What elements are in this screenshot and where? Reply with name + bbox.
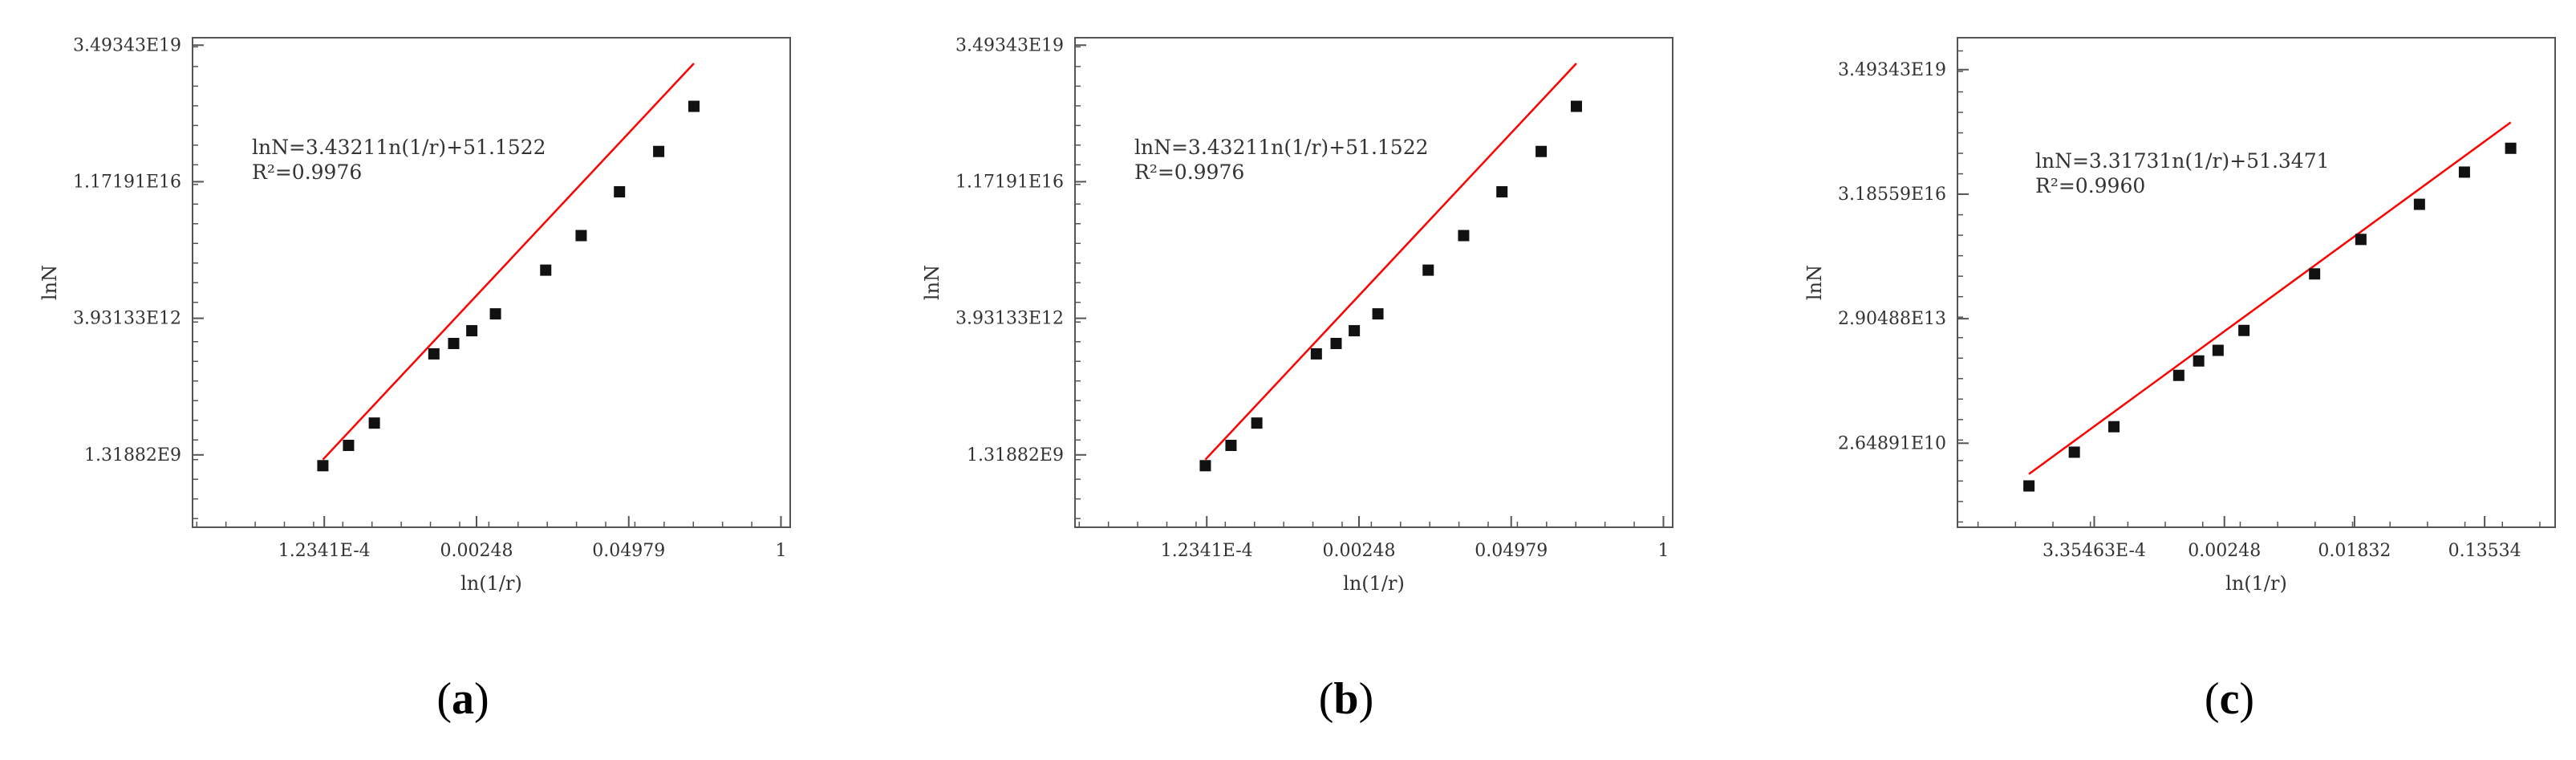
y-tick-label: 2.90488E13 [1838, 309, 1946, 329]
data-point [653, 145, 665, 157]
r-squared-label: R²=0.9976 [1134, 161, 1244, 184]
data-point [489, 308, 501, 320]
x-tick-label: 0.04979 [592, 541, 665, 561]
chart-panel-b: 1.31882E9 3.93133E12 1.17191E16 3.49343E19 1… [921, 35, 1673, 595]
y-axis-title: lnN [921, 265, 943, 300]
y-tick-label: 2.64891E10 [1838, 433, 1946, 453]
data-point [2193, 355, 2205, 367]
fit-line [322, 63, 695, 461]
data-point [2238, 324, 2250, 336]
x-tick-label: 0.00248 [2188, 541, 2261, 561]
fit-line [2028, 121, 2512, 475]
data-point [2068, 446, 2080, 458]
data-point [575, 230, 587, 242]
data-point [2309, 268, 2321, 280]
x-tick-label: 0.01832 [2318, 541, 2391, 561]
fit-equation: lnN=3.43211n(1/r)+51.1522 [1134, 136, 1429, 159]
y-tick-label: 3.49343E19 [955, 35, 1064, 55]
data-point [1422, 264, 1434, 276]
data-point [1535, 145, 1548, 157]
y-tick-label: 3.49343E19 [1838, 60, 1946, 80]
data-point [1330, 337, 1342, 349]
x-tick-label: 0.04979 [1475, 541, 1548, 561]
x-axis-title: ln(1/r) [1343, 572, 1405, 595]
data-point [1310, 347, 1322, 360]
r-squared-label: R²=0.9976 [252, 161, 362, 184]
y-tick-label: 1.17191E16 [955, 172, 1064, 192]
y-tick-label: 3.49343E19 [73, 35, 181, 55]
data-point [2023, 480, 2035, 492]
panel-caption-c: (c) [2205, 674, 2254, 724]
data-point [428, 347, 440, 360]
data-point [688, 100, 700, 112]
fit-line [1204, 63, 1577, 461]
data-point [2413, 198, 2425, 210]
y-tick-label: 1.31882E9 [84, 445, 181, 465]
y-axis-title: lnN [39, 265, 61, 300]
data-point [2172, 369, 2185, 381]
data-point [448, 337, 460, 349]
data-point [1225, 439, 1237, 451]
data-point [540, 264, 552, 276]
x-tick-label: 0.00248 [1323, 541, 1396, 561]
data-point [614, 185, 626, 197]
data-point [343, 439, 355, 451]
fit-equation: lnN=3.43211n(1/r)+51.1522 [252, 136, 546, 159]
panel-caption-a: (a) [436, 674, 489, 724]
x-tick-label: 0.13534 [2448, 541, 2521, 561]
y-tick-label: 3.18559E16 [1838, 185, 1946, 205]
plot-frame [1957, 37, 2556, 528]
chart-panel-a: 1.31882E9 3.93133E12 1.17191E16 3.49343E19 1… [39, 35, 791, 595]
x-axis-title: ln(1/r) [460, 572, 522, 595]
x-tick-label: 1 [1657, 541, 1669, 561]
data-point [1372, 308, 1384, 320]
chart-panel-c: 2.64891E10 2.90488E13 3.18559E16 3.49343E19… [1803, 37, 2556, 595]
data-point [1458, 230, 1470, 242]
panel-caption-b: (b) [1319, 674, 1373, 724]
x-tick-label: 0.00248 [440, 541, 513, 561]
y-axis-title: lnN [1803, 265, 1826, 300]
y-tick-label: 3.93133E12 [955, 309, 1064, 329]
data-point [2355, 234, 2367, 246]
x-tick-label: 1.2341E-4 [1161, 541, 1253, 561]
data-point [2212, 344, 2224, 356]
data-point [1251, 417, 1263, 429]
data-point [2505, 142, 2517, 154]
data-point [2458, 166, 2470, 178]
x-axis-title: ln(1/r) [2225, 572, 2287, 595]
x-tick-label: 1 [775, 541, 786, 561]
data-point [1349, 325, 1361, 337]
data-point [1199, 460, 1211, 472]
data-point [466, 325, 478, 337]
data-point [368, 417, 380, 429]
data-point [1570, 100, 1582, 112]
x-tick-label: 3.35463E-4 [2043, 541, 2146, 561]
y-tick-label: 1.31882E9 [967, 445, 1064, 465]
data-point [2108, 421, 2120, 433]
r-squared-label: R²=0.9960 [2035, 174, 2145, 197]
data-point [1496, 185, 1508, 197]
y-tick-label: 1.17191E16 [73, 172, 181, 192]
fit-equation: lnN=3.31731n(1/r)+51.3471 [2035, 149, 2330, 173]
y-tick-label: 3.93133E12 [73, 309, 181, 329]
x-tick-label: 1.2341E-4 [278, 541, 371, 561]
data-point [317, 460, 329, 472]
